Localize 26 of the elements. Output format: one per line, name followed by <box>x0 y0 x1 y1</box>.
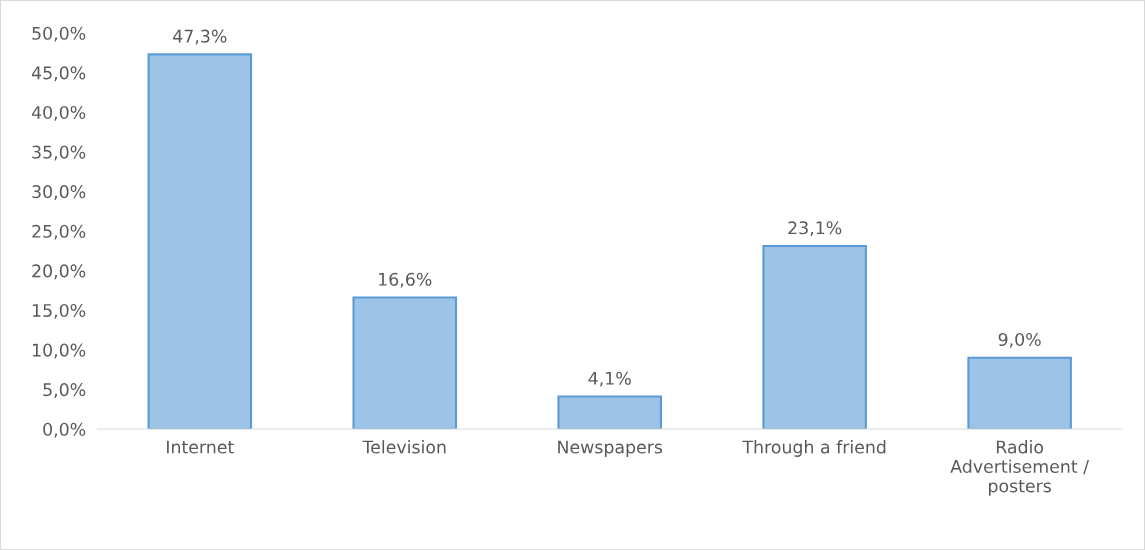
x-tick-label: Television <box>362 440 446 454</box>
y-tick-label: 20,0% <box>32 264 86 280</box>
y-tick-label: 25,0% <box>32 224 86 240</box>
bar <box>147 53 253 429</box>
data-label: 16,6% <box>379 272 432 288</box>
x-tick-label: Newspapers <box>558 440 663 457</box>
y-tick-label: 30,0% <box>32 185 86 201</box>
x-tick-label: Radio Advertisement / posters <box>950 440 1090 496</box>
y-tick-label: 40,0% <box>31 105 86 121</box>
data-label: 4,1% <box>588 371 631 387</box>
y-tick-label: 0,0% <box>43 422 86 438</box>
y-tick-label: 45,0% <box>31 66 86 82</box>
data-label: 23,1% <box>788 221 842 237</box>
data-label: 9,0% <box>998 332 1041 348</box>
y-tick-label: 35,0% <box>32 145 86 161</box>
y-tick-label: 15,0% <box>32 303 86 319</box>
x-tick-label: Through a friend <box>742 440 886 457</box>
bar <box>762 245 867 429</box>
y-tick-label: 50,0% <box>32 26 86 42</box>
y-tick-label: 5,0% <box>43 383 86 399</box>
bar <box>557 395 662 429</box>
bar <box>967 356 1072 429</box>
y-tick-label: 10,0% <box>32 343 86 359</box>
data-label: 47,3% <box>173 29 227 45</box>
x-tick-label: Internet <box>167 440 234 454</box>
bar <box>352 296 458 429</box>
